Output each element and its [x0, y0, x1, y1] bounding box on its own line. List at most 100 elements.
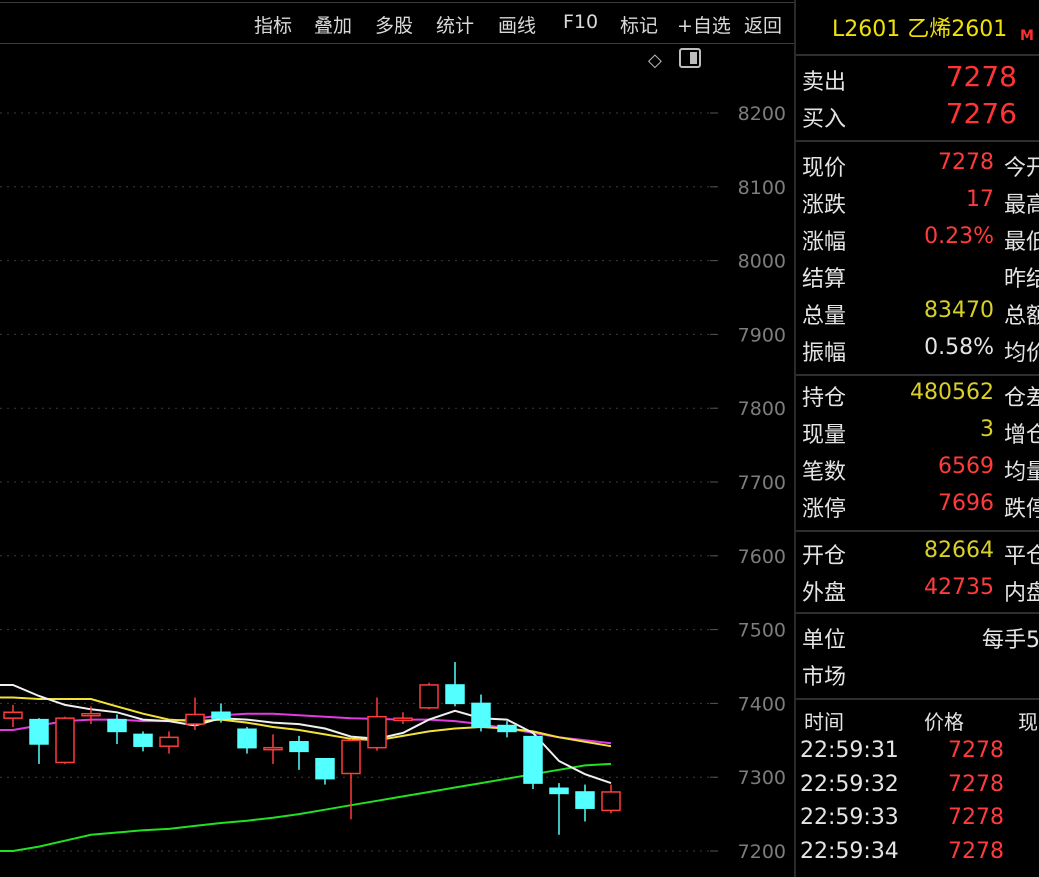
candle-body [341, 739, 361, 775]
tick-row[interactable]: 22:59:34 7278 [796, 837, 1039, 870]
sell-price: 7278 [945, 60, 1017, 93]
candle-body [367, 715, 387, 749]
quote-row-value: 17 [966, 187, 994, 212]
candle-body [133, 733, 153, 747]
candle-body [393, 717, 413, 722]
quote-row: 持仓 480562 仓差 [796, 376, 1039, 412]
toolbar-draw-line-button[interactable]: 画线 [498, 15, 537, 37]
quote-row-value: 7278 [938, 150, 994, 175]
quote-row: 开仓 82664 平仓 [796, 534, 1039, 570]
quote-row-label: 涨跌 [802, 193, 847, 218]
candle-body [497, 724, 517, 733]
quote-row-value: 0.23% [924, 224, 994, 249]
panel-divider [796, 374, 1039, 376]
quote-row-label: 现量 [802, 423, 847, 448]
quote-row: 现量 3 增仓 [796, 413, 1039, 449]
tick-time: 22:59:34 [800, 838, 899, 864]
panel-divider [796, 698, 1039, 700]
candle-body [3, 711, 23, 719]
candle-body [81, 712, 101, 717]
market-badge: M [1020, 28, 1034, 44]
kline-chart[interactable]: ◇ 8200 8100 8000 7900 7800 7700 7600 7500 7400 73… [0, 44, 794, 877]
tick-row[interactable]: 22:59:33 7278 [796, 803, 1039, 836]
candle [263, 734, 283, 764]
y-tick-label: 8000 [738, 251, 786, 273]
toolbar-overlay-button[interactable]: 叠加 [314, 15, 353, 37]
candle [29, 718, 49, 764]
panel-divider [796, 140, 1039, 142]
quote-row-label-secondary: 均量 [1004, 460, 1039, 485]
toolbar-multi-stock-button[interactable]: 多股 [375, 15, 414, 37]
quote-row: 涨停 7696 跌停 [796, 487, 1039, 523]
candle-body [575, 791, 595, 809]
candle-body [211, 711, 231, 719]
quote-row: 现价 7278 今开 [796, 146, 1039, 182]
candle [341, 738, 361, 820]
toolbar-statistics-button[interactable]: 统计 [436, 15, 475, 37]
candle [55, 716, 75, 764]
candle [549, 783, 569, 835]
quote-row-label: 开仓 [802, 544, 847, 569]
quote-row-label: 外盘 [802, 581, 847, 606]
panel-divider [796, 54, 1039, 56]
candle [445, 662, 465, 707]
candle-body [601, 791, 621, 812]
y-tick-label: 7600 [738, 546, 786, 568]
toolbar-bottom-divider [0, 43, 794, 44]
quote-row-label: 总量 [802, 304, 847, 329]
y-tick-label: 7300 [738, 767, 786, 789]
ticks-price-header: 价格 [924, 710, 964, 734]
y-tick-label: 7800 [738, 398, 786, 420]
candle-body [445, 684, 465, 705]
y-tick-label: 7200 [738, 841, 786, 863]
quote-row: 振幅 0.58% 均价 [796, 331, 1039, 367]
toolbar-add-watchlist-button[interactable]: +自选 [677, 15, 731, 37]
toolbar-mark-button[interactable]: 标记 [620, 15, 659, 37]
toolbar-back-button[interactable]: 返回 [744, 15, 783, 37]
candle [237, 727, 257, 754]
diamond-icon[interactable]: ◇ [648, 50, 662, 71]
quote-row-value: 6569 [938, 454, 994, 479]
toolbar-indicator-button[interactable]: 指标 [254, 15, 293, 37]
quote-row: 笔数 6569 均量 [796, 450, 1039, 486]
buy-price: 7276 [945, 97, 1017, 130]
quote-row-value: 0.58% [924, 335, 994, 360]
candle [367, 697, 387, 751]
candle [601, 784, 621, 814]
quote-row-label-secondary: 跌停 [1004, 497, 1039, 522]
candle-body [185, 713, 205, 725]
tick-price: 7278 [948, 805, 1004, 830]
toolbar-f10-button[interactable]: F10 [563, 11, 599, 33]
candle-body [471, 702, 491, 728]
quote-row: 涨跌 17 最高 [796, 183, 1039, 219]
quote-row: 外盘 42735 内盘 [796, 571, 1039, 607]
panel-divider [796, 612, 1039, 614]
chart-toolbar: 指标 叠加 多股 统计 画线 F10 标记 +自选 返回 [0, 0, 794, 44]
ticks-time-header: 时间 [804, 710, 844, 734]
tick-row[interactable]: 22:59:31 7278 [796, 736, 1039, 769]
quote-row-label: 振幅 [802, 341, 847, 366]
candle [81, 706, 101, 725]
candle [471, 694, 491, 732]
sell-row: 卖出 7278 [796, 60, 1039, 96]
candle-body [55, 717, 75, 764]
quote-row: 总量 83470 总额 [796, 294, 1039, 330]
panel-divider [796, 530, 1039, 532]
market-row: 市场 [796, 655, 1039, 691]
quote-row-value: 83470 [924, 298, 994, 323]
quote-panel: L2601 乙烯2601 M 卖出 7278 买入 7276 现价 7278 今开涨… [794, 0, 1039, 877]
quote-row-label: 持仓 [802, 386, 847, 411]
tick-price: 7278 [948, 771, 1004, 797]
quote-row-label-secondary: 昨结 [1004, 267, 1039, 292]
candle [133, 731, 153, 752]
quote-row-label-secondary: 平仓 [1004, 544, 1039, 569]
quote-row-label-secondary: 增仓 [1004, 423, 1039, 448]
sell-label: 卖出 [802, 70, 847, 95]
tick-time: 22:59:31 [800, 738, 899, 763]
candle [107, 714, 127, 744]
quote-row-label: 涨停 [802, 497, 847, 522]
quote-row-label-secondary: 总额 [1004, 304, 1039, 329]
kline-plot: 8200 8100 8000 7900 7800 7700 7600 7500 7400 7300… [0, 103, 786, 863]
tick-row[interactable]: 22:59:32 7278 [796, 770, 1039, 803]
candle [159, 731, 179, 754]
